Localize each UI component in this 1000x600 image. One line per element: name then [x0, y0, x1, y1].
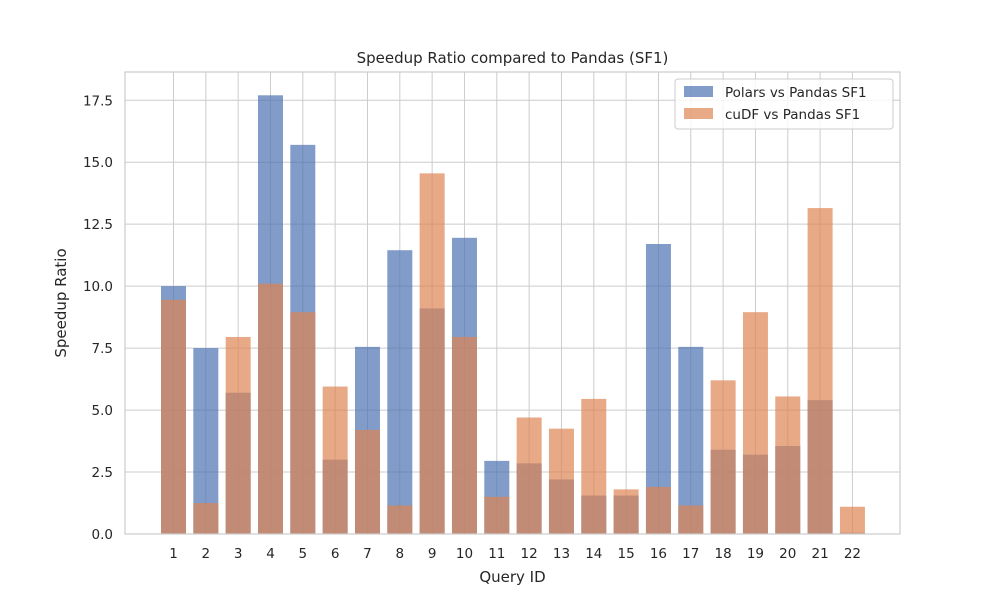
x-tick-label: 13 [553, 546, 570, 562]
bar-cudf [839, 506, 865, 534]
bar-polars [678, 346, 704, 534]
legend-label-cudf: cuDF vs Pandas SF1 [725, 107, 860, 123]
bar-cudf [257, 283, 283, 534]
bar-cudf [710, 380, 736, 534]
x-tick-label: 8 [396, 546, 405, 562]
y-tick-label: 0.0 [92, 527, 113, 543]
legend-swatch-cudf [684, 108, 713, 119]
x-axis-label: Query ID [479, 568, 545, 586]
bar-cudf [807, 208, 833, 534]
x-tick-label: 17 [682, 546, 699, 562]
bar-cudf [322, 386, 348, 534]
x-tick-label: 10 [456, 546, 473, 562]
bar-cudf [775, 396, 801, 534]
x-tick-label: 16 [650, 546, 667, 562]
chart-title: Speedup Ratio compared to Pandas (SF1) [357, 49, 669, 67]
bar-cudf [548, 428, 574, 534]
x-tick-label: 12 [521, 546, 538, 562]
bar-cudf [645, 486, 671, 534]
x-tick-label: 11 [488, 546, 505, 562]
y-tick-label: 7.5 [92, 341, 113, 357]
x-tick-label: 14 [585, 546, 602, 562]
x-tick-label: 22 [844, 546, 861, 562]
bar-cudf [387, 505, 413, 534]
x-tick-label: 6 [331, 546, 340, 562]
x-tick-label: 9 [428, 546, 437, 562]
x-tick-label: 4 [266, 546, 275, 562]
bars [161, 95, 865, 535]
bar-cudf [193, 503, 219, 534]
bar-cudf [290, 312, 316, 534]
bar-cudf [419, 173, 445, 534]
bar-polars [387, 250, 413, 534]
y-tick-label: 15.0 [83, 155, 113, 171]
x-tick-label: 21 [812, 546, 829, 562]
y-axis-label: Speedup Ratio [52, 248, 70, 357]
bar-polars [645, 244, 671, 534]
x-tick-label: 7 [363, 546, 372, 562]
x-tick-label: 1 [169, 546, 178, 562]
bar-cudf [354, 429, 380, 534]
y-tick-label: 10.0 [83, 279, 113, 295]
legend: Polars vs Pandas SF1 cuDF vs Pandas SF1 [674, 78, 894, 130]
x-tick-label: 18 [715, 546, 732, 562]
bar-cudf [451, 336, 477, 534]
x-tick-label: 19 [747, 546, 764, 562]
y-tick-label: 5.0 [92, 403, 113, 419]
bar-cudf [678, 505, 704, 534]
legend-swatch-polars [684, 86, 713, 97]
bar-cudf [581, 398, 607, 534]
tick-labels: 0.02.55.07.510.012.515.017.51 2 3 4 5 6 7 8 9 10 1… [83, 93, 861, 562]
legend-label-polars: Polars vs Pandas SF1 [725, 85, 867, 101]
x-tick-label: 20 [779, 546, 796, 562]
bar-cudf [613, 489, 639, 534]
bar-cudf [742, 312, 768, 534]
y-tick-label: 12.5 [83, 217, 113, 233]
bar-cudf [161, 299, 186, 534]
plot-frame [124, 71, 901, 535]
x-tick-label: 5 [299, 546, 308, 562]
bar-cudf [225, 336, 251, 534]
bar-cudf [516, 417, 542, 534]
x-tick-label: 3 [234, 546, 243, 562]
y-tick-label: 17.5 [83, 93, 113, 109]
x-tick-label: 2 [202, 546, 211, 562]
legend-box [674, 78, 894, 130]
x-tick-label: 15 [618, 546, 635, 562]
bar-cudf [484, 496, 510, 534]
y-tick-label: 2.5 [92, 465, 113, 481]
